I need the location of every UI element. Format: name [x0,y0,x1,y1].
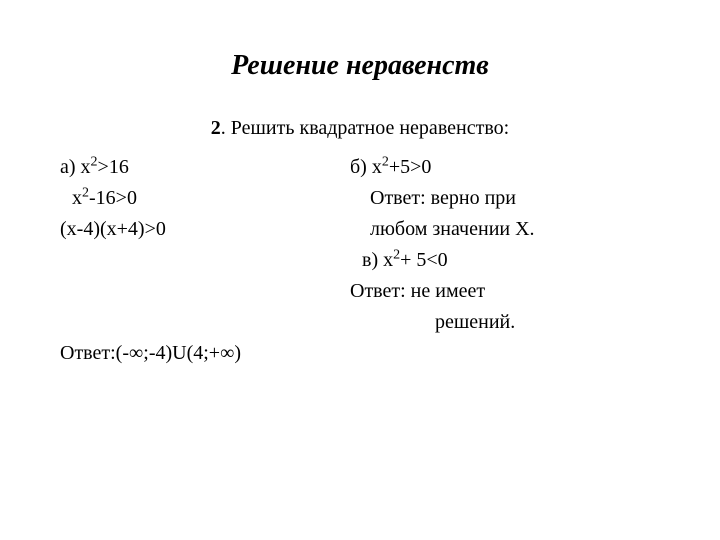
columns-wrapper: а) x2>16 x2-16>0 (х-4)(х+4)>0 Ответ:(-∞;… [60,152,660,369]
right-line-3: любом значении Х. [350,214,660,245]
right-line-1: б) x2+5>0 [350,152,660,183]
right-line-5: Ответ: не имеет [350,276,660,307]
left-line-1: а) x2>16 [60,152,350,183]
right-line-2: Ответ: верно при [350,183,660,214]
left-blank-1 [60,245,350,276]
left-blank-3 [60,307,350,338]
right-line-4: в) x2+ 5<0 [350,245,660,276]
right-column: б) x2+5>0 Ответ: верно при любом значени… [350,152,660,369]
left-blank-2 [60,276,350,307]
content-area: а) x2>16 x2-16>0 (х-4)(х+4)>0 Ответ:(-∞;… [60,152,660,369]
right-line-6: решений. [350,307,660,338]
problem-text: . Решить квадратное неравенство: [221,117,509,139]
left-answer: Ответ:(-∞;-4)U(4;+∞) [60,338,350,369]
left-column: а) x2>16 x2-16>0 (х-4)(х+4)>0 Ответ:(-∞;… [60,152,350,369]
slide-title: Решение неравенств [60,50,660,82]
problem-number: 2 [211,117,221,139]
problem-heading: 2. Решить квадратное неравенство: [60,117,660,140]
left-line-2: x2-16>0 [60,183,350,214]
left-line-3: (х-4)(х+4)>0 [60,214,350,245]
